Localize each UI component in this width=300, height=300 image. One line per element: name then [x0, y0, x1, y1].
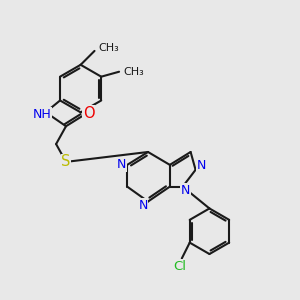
Text: N: N [181, 184, 190, 197]
Text: Cl: Cl [173, 260, 186, 273]
Text: NH: NH [33, 108, 52, 121]
Text: CH₃: CH₃ [98, 43, 119, 53]
Text: N: N [138, 199, 148, 212]
Text: N: N [117, 158, 126, 171]
Text: O: O [83, 106, 94, 121]
Text: N: N [197, 159, 206, 172]
Text: S: S [61, 154, 71, 169]
Text: CH₃: CH₃ [123, 67, 144, 77]
